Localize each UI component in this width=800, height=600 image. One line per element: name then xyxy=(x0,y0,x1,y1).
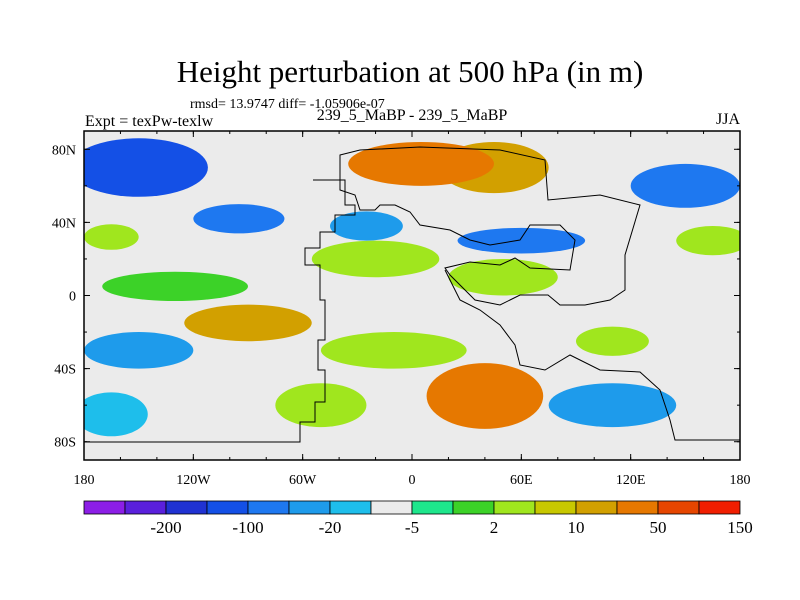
field-feature-2 xyxy=(275,383,367,428)
x-tick-label-4: 60E xyxy=(510,473,533,488)
colorbar-swatch-4 xyxy=(247,500,290,515)
continent-outline-eurasia xyxy=(339,146,641,306)
field-feature-17 xyxy=(348,141,494,186)
x-tick-label-6: 180 xyxy=(730,473,751,488)
colorbar-swatch-2 xyxy=(165,500,208,515)
colorbar-swatch-9 xyxy=(452,500,495,515)
field-feature-12 xyxy=(184,304,312,342)
colorbar-swatch-3 xyxy=(206,500,249,515)
colorbar-label-1: -100 xyxy=(232,518,263,537)
continent-outline-americas xyxy=(84,179,356,443)
field-feature-11 xyxy=(84,332,194,369)
field-feature-4 xyxy=(576,326,649,356)
colorbar-swatch-5 xyxy=(288,500,331,515)
x-axis: 180 120W 60W 0 60E 120E 180 xyxy=(74,131,751,488)
colorbar-label-5: 10 xyxy=(568,518,585,537)
field-feature-18 xyxy=(426,363,544,429)
field-feature-14 xyxy=(457,227,586,254)
colorbar-label-7: 150 xyxy=(727,518,753,537)
y-tick-label-4: 80S xyxy=(54,436,76,451)
x-tick-label-0: 180 xyxy=(74,473,95,488)
colorbar-swatch-8 xyxy=(411,500,454,515)
colorbar-label-2: -20 xyxy=(319,518,342,537)
field-feature-10 xyxy=(330,211,403,241)
colorbar-swatch-14 xyxy=(657,500,700,515)
colorbar-swatch-12 xyxy=(575,500,618,515)
colorbar-swatch-0 xyxy=(83,500,126,515)
season-label: JJA xyxy=(716,111,740,128)
y-tick-label-2: 0 xyxy=(69,290,76,305)
field-feature-16 xyxy=(630,163,740,208)
field-feature-13 xyxy=(193,204,285,234)
case-label: 239_5_MaBP - 239_5_MaBP xyxy=(317,107,508,124)
field-feature-3 xyxy=(320,332,467,369)
y-tick-label-1: 40N xyxy=(52,216,76,231)
colorbar-label-0: -200 xyxy=(150,518,181,537)
x-tick-label-3: 0 xyxy=(409,473,416,488)
colorbar-swatch-15 xyxy=(698,500,741,515)
stats-label: rmsd= 13.9747 diff= -1.05906e-07 xyxy=(190,97,385,112)
experiment-label: Expt = texPw-texlw xyxy=(85,113,214,130)
field-feature-5 xyxy=(676,226,740,256)
continent-outline-africa xyxy=(444,269,740,441)
field-feature-0 xyxy=(102,271,248,301)
chart-title: Height perturbation at 500 hPa (in m) xyxy=(177,54,644,89)
field-feature-8 xyxy=(84,392,148,437)
colorbar-swatch-11 xyxy=(534,500,577,515)
x-tick-label-1: 120W xyxy=(176,473,211,488)
colorbar-swatch-13 xyxy=(616,500,659,515)
colorbar-swatch-1 xyxy=(124,500,167,515)
contour-field xyxy=(84,131,740,460)
field-feature-7 xyxy=(311,240,440,278)
field-feature-19 xyxy=(84,138,208,197)
colorbar-label-6: 50 xyxy=(650,518,667,537)
y-tick-label-0: 80N xyxy=(52,143,76,158)
colorbar-label-4: 2 xyxy=(490,518,499,537)
colorbar-swatch-6 xyxy=(329,500,372,515)
colorbar: -200 -100 -20 -5 2 10 50 150 xyxy=(83,500,753,537)
y-tick-label-3: 40S xyxy=(54,363,76,378)
field-feature-6 xyxy=(84,224,139,250)
colorbar-swatch-7 xyxy=(370,500,413,515)
x-tick-label-2: 60W xyxy=(289,473,317,488)
colorbar-label-3: -5 xyxy=(405,518,419,537)
field-feature-9 xyxy=(548,383,677,428)
y-axis: 80N 40N 0 40S 80S xyxy=(52,143,740,451)
colorbar-swatch-10 xyxy=(493,500,536,515)
x-tick-label-5: 120E xyxy=(616,473,646,488)
